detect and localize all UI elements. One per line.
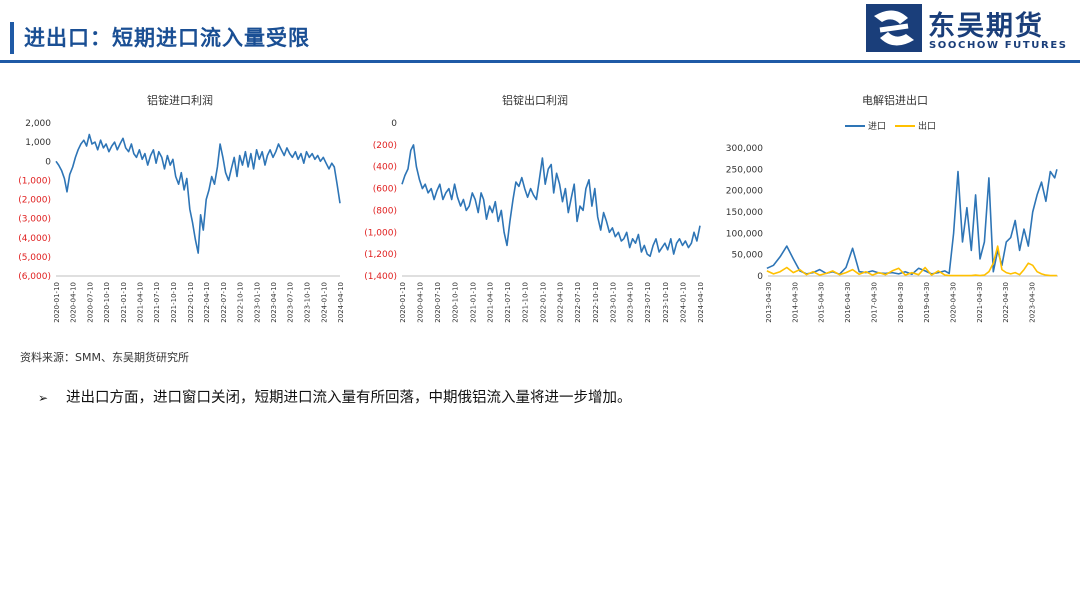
page-title: 进出口：短期进口流入量受限 <box>24 26 310 50</box>
y-tick-label: (1,400) <box>364 272 397 282</box>
chart-title: 电解铝进出口 <box>862 93 928 107</box>
y-tick-label: (1,000) <box>364 228 397 238</box>
x-tick-label: 2022-10-10 <box>592 282 600 323</box>
y-tick-label: (200) <box>373 141 397 151</box>
series-line <box>55 133 341 254</box>
y-tick-label: (2,000) <box>18 196 51 206</box>
chart-export-profit-svg: 铝锭出口利润 0 (200) (400) (600) (800) (1,000) (1,200… <box>364 93 705 323</box>
x-tick-label: 2021-10-10 <box>170 282 178 323</box>
x-tick-label: 2017-04-30 <box>870 282 878 323</box>
x-tick-label: 2022-01-10 <box>187 282 195 323</box>
bullet-text: 进出口方面，进口窗口关闭，短期进口流入量有所回落，中期俄铝流入量将进一步增加。 <box>66 390 632 406</box>
x-tick-label: 2023-01-10 <box>609 282 617 323</box>
x-tick-label: 2020-04-10 <box>416 282 424 323</box>
x-tick-label: 2024-01-10 <box>680 282 688 323</box>
x-tick-label: 2023-04-10 <box>270 282 278 323</box>
x-tick-label: 2020-10-10 <box>103 282 111 323</box>
chart-export-profit: 铝锭出口利润 0 (200) (400) (600) (800) (1,000) (1,200… <box>360 86 710 330</box>
x-tick-label: 2021-01-10 <box>120 282 128 323</box>
x-tick-label: 2024-04-10 <box>337 282 345 323</box>
legend-label: 出口 <box>918 120 936 132</box>
x-tick-label: 2022-07-10 <box>220 282 228 323</box>
y-tick-label: 250,000 <box>726 165 763 175</box>
brand-logo: 东吴期货 SOOCHOW FUTURES <box>862 0 1072 56</box>
x-tick-label: 2022-10-10 <box>237 282 245 323</box>
x-tick-label: 2023-04-30 <box>1029 282 1037 323</box>
data-source-note: 资料来源：SMM、东吴期货研究所 <box>20 351 189 364</box>
y-tick-label: (800) <box>373 206 397 216</box>
x-tick-label: 2013-04-30 <box>765 282 773 323</box>
arrow-bullet-icon: ➢ <box>38 391 49 405</box>
y-tick-label: (5,000) <box>18 253 51 263</box>
x-tick-label: 2020-10-10 <box>452 282 460 323</box>
x-tick-label: 2015-04-30 <box>818 282 826 323</box>
y-tick-label: 300,000 <box>726 144 763 154</box>
x-tick-label: 2018-04-30 <box>897 282 905 323</box>
x-tick-label: 2020-07-10 <box>434 282 442 323</box>
x-tick-label: 2024-04-10 <box>697 282 705 323</box>
y-tick-label: (1,200) <box>364 250 397 260</box>
x-tick-label: 2021-04-30 <box>976 282 984 323</box>
y-tick-label: 150,000 <box>726 208 763 218</box>
y-tick-label: (1,000) <box>18 176 51 186</box>
x-tick-label: 2022-04-10 <box>557 282 565 323</box>
series-line-出口 <box>766 245 1057 277</box>
x-tick-label: 2016-04-30 <box>844 282 852 323</box>
soochow-logo-icon <box>866 4 922 52</box>
x-tick-label: 2021-07-10 <box>153 282 161 323</box>
chart-title: 铝锭出口利润 <box>502 93 568 107</box>
y-tick-label: (3,000) <box>18 215 51 225</box>
x-tick-label: 2022-01-10 <box>539 282 547 323</box>
y-tick-label: 2,000 <box>25 119 51 129</box>
x-tick-label: 2021-10-10 <box>522 282 530 323</box>
header: 进出口：短期进口流入量受限 <box>0 8 1080 66</box>
x-tick-label: 2021-01-10 <box>469 282 477 323</box>
y-tick-label: 50,000 <box>732 251 764 261</box>
x-tick-label: 2019-04-30 <box>923 282 931 323</box>
x-tick-label: 2023-01-10 <box>254 282 262 323</box>
chart-import-export-volume: 电解铝进出口进口 出口 0 50,000 100,000 150,000 200,000 25… <box>720 86 1070 330</box>
x-tick-label: 2020-07-10 <box>86 282 94 323</box>
x-tick-label: 2023-10-10 <box>304 282 312 323</box>
x-tick-label: 2020-04-30 <box>950 282 958 323</box>
y-tick-label: 1,000 <box>25 138 51 148</box>
x-tick-label: 2021-04-10 <box>487 282 495 323</box>
x-tick-label: 2023-07-10 <box>644 282 652 323</box>
bullet-point: ➢ 进出口方面，进口窗口关闭，短期进口流入量有所回落，中期俄铝流入量将进一步增加。 <box>38 386 632 407</box>
title-accent-bar <box>10 22 14 54</box>
x-tick-label: 2021-07-10 <box>504 282 512 323</box>
y-tick-label: 100,000 <box>726 229 763 239</box>
x-tick-label: 2024-01-10 <box>320 282 328 323</box>
x-tick-label: 2020-01-10 <box>399 282 407 323</box>
x-tick-label: 2022-07-10 <box>574 282 582 323</box>
x-tick-label: 2023-10-10 <box>662 282 670 323</box>
x-tick-label: 2023-07-10 <box>287 282 295 323</box>
y-tick-label: (4,000) <box>18 234 51 244</box>
header-rule <box>0 60 1080 63</box>
logo-chinese-text: 东吴期货 <box>928 11 1044 42</box>
x-tick-label: 2021-04-10 <box>136 282 144 323</box>
y-tick-label: (6,000) <box>18 272 51 282</box>
y-tick-label: 0 <box>391 119 397 129</box>
y-tick-label: 0 <box>757 272 763 282</box>
x-tick-label: 2014-04-30 <box>791 282 799 323</box>
x-tick-label: 2020-01-10 <box>53 282 61 323</box>
x-tick-label: 2022-04-30 <box>1002 282 1010 323</box>
x-tick-label: 2022-04-10 <box>203 282 211 323</box>
y-tick-label: (400) <box>373 163 397 173</box>
series-line-进口 <box>766 169 1058 276</box>
legend-label: 进口 <box>868 121 886 132</box>
logo-english-text: SOOCHOW FUTURES <box>929 40 1068 51</box>
chart-import-profit: 铝锭进口利润 2,000 1,000 0 (1,000) (2,000) (3,000) (4… <box>10 86 350 330</box>
chart-import-profit-svg: 铝锭进口利润 2,000 1,000 0 (1,000) (2,000) (3,000) (4… <box>18 93 345 323</box>
x-tick-label: 2023-04-10 <box>627 282 635 323</box>
chart-title: 铝锭进口利润 <box>147 93 213 107</box>
y-tick-label: 200,000 <box>726 187 763 197</box>
series-line <box>401 144 701 258</box>
y-tick-label: (600) <box>373 185 397 195</box>
y-tick-label: 0 <box>45 157 51 167</box>
x-tick-label: 2020-04-10 <box>70 282 78 323</box>
